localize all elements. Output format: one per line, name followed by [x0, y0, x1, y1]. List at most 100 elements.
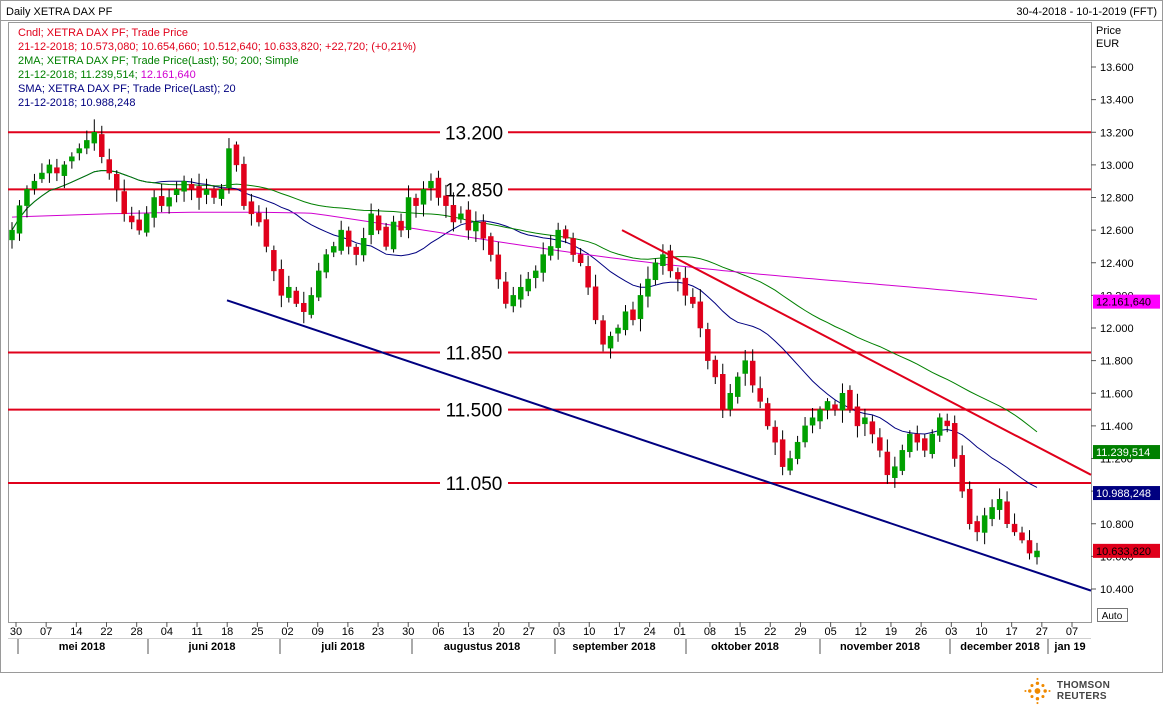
x-tick-label: 06 [432, 626, 444, 638]
candle-body [667, 250, 674, 272]
candle-body [323, 254, 329, 273]
candle-body [128, 215, 135, 223]
x-tick-label: 03 [945, 626, 957, 638]
candle-body [809, 417, 816, 426]
candle-body [473, 221, 479, 232]
x-tick-label: 27 [523, 626, 535, 638]
candle-body [69, 156, 75, 162]
x-tick-label: 09 [312, 626, 324, 638]
x-month-label: december 2018 [960, 641, 1040, 653]
candle-body [405, 197, 412, 231]
candle-body [61, 164, 68, 176]
candle-body [592, 286, 599, 321]
y-tick-label: 12.800 [1100, 193, 1134, 205]
candle-body [458, 213, 464, 220]
candle-body [600, 320, 606, 345]
candle-body [660, 254, 666, 266]
candle-body [84, 140, 90, 149]
y-tick-label: 11.800 [1100, 356, 1133, 368]
candle-body [203, 189, 210, 195]
y-tick-label: 11.600 [1100, 388, 1133, 400]
candle-body [802, 425, 808, 443]
x-axis: 30 07 14 22 28 04 11 18 25 02 09 16 23 30 06 13 20 27 03 10… [8, 622, 1091, 654]
legend-text: Cndl; XETRA DAX PF; Trade Price [18, 27, 188, 39]
candle-body [121, 191, 127, 215]
candle-body [383, 226, 389, 247]
candle-body [450, 205, 457, 223]
candle-body [256, 212, 262, 223]
candle-body [368, 213, 374, 236]
candle-body [278, 269, 285, 296]
candle-body [989, 507, 995, 520]
level-label-bg [440, 178, 508, 201]
x-tick-label: 23 [372, 626, 384, 638]
candle-body [562, 229, 569, 239]
candle-body [9, 229, 15, 241]
candle-body [981, 515, 988, 533]
candle-body [158, 196, 165, 206]
x-tick-label: 10 [583, 626, 595, 638]
candle-body [301, 302, 307, 312]
candle-body [390, 221, 397, 250]
candle-body [652, 262, 659, 281]
candle-body [884, 451, 891, 476]
x-month-label: mei 2018 [59, 641, 105, 653]
candle-body [263, 219, 270, 247]
candle-body [862, 417, 868, 425]
candle-body [607, 335, 614, 349]
auto-scale-button[interactable] [1097, 608, 1128, 622]
candle-body [869, 421, 876, 435]
candle-body [510, 295, 517, 307]
candle-body [974, 521, 980, 533]
candle-body [720, 374, 726, 410]
level-label: 12.850 [445, 180, 503, 201]
candle-body [540, 254, 546, 273]
x-tick-label: 25 [251, 626, 263, 638]
x-tick-label: 19 [885, 626, 897, 638]
candle-body [772, 426, 778, 443]
candle-body [1019, 532, 1025, 541]
candle-body [824, 401, 831, 411]
trendlines [226, 229, 1092, 592]
candle-body [787, 458, 793, 471]
candle-body [360, 238, 367, 256]
trendline-resistance [621, 229, 1092, 476]
x-month-label: juni 2018 [187, 641, 235, 653]
candle-body [779, 439, 786, 467]
candle-body [375, 215, 382, 231]
value-badge [1093, 486, 1160, 501]
legend-text: 21-12-2018; 10.988,248 [18, 97, 135, 109]
candle-body [817, 409, 823, 422]
x-tick-label: 24 [643, 626, 655, 638]
x-tick-label: 14 [70, 626, 82, 638]
y-tick-label: 13.200 [1100, 127, 1134, 139]
candle-body [241, 163, 247, 206]
candle-body [734, 376, 741, 397]
candle-body [847, 389, 853, 410]
x-tick-label: 01 [674, 626, 686, 638]
x-tick-label: 02 [281, 626, 293, 638]
x-tick-label: 17 [1006, 626, 1018, 638]
candle-body [271, 250, 277, 272]
candle-body [345, 230, 352, 247]
y-tick-label: 12.400 [1100, 258, 1134, 270]
candle-body [286, 286, 292, 298]
x-tick-label: 22 [764, 626, 776, 638]
value-badges: 12.161,640 11.239,514 10.988,248 10.633,820 [1093, 294, 1160, 558]
candle-body [585, 266, 591, 288]
x-month-label: juli 2018 [320, 641, 364, 653]
candle-body [966, 488, 973, 525]
legend-line: 21-12-2018; 11.239,514; 12.161,640 [18, 69, 196, 81]
legend-text: SMA; XETRA DAX PF; Trade Price(Last); 20 [18, 83, 236, 95]
candle-body [675, 272, 681, 280]
y-axis-title: Price [1096, 25, 1121, 37]
candle-body [503, 281, 509, 304]
candle-body [443, 195, 449, 206]
candle-body [705, 329, 711, 361]
candle-body [518, 286, 524, 300]
legend-line: SMA; XETRA DAX PF; Trade Price(Last); 20 [18, 83, 236, 95]
value-badge-label: 10.633,820 [1096, 546, 1151, 558]
candle-body [24, 189, 30, 206]
candle-body [488, 236, 494, 255]
thomson-reuters-logo-icon [1024, 677, 1051, 705]
